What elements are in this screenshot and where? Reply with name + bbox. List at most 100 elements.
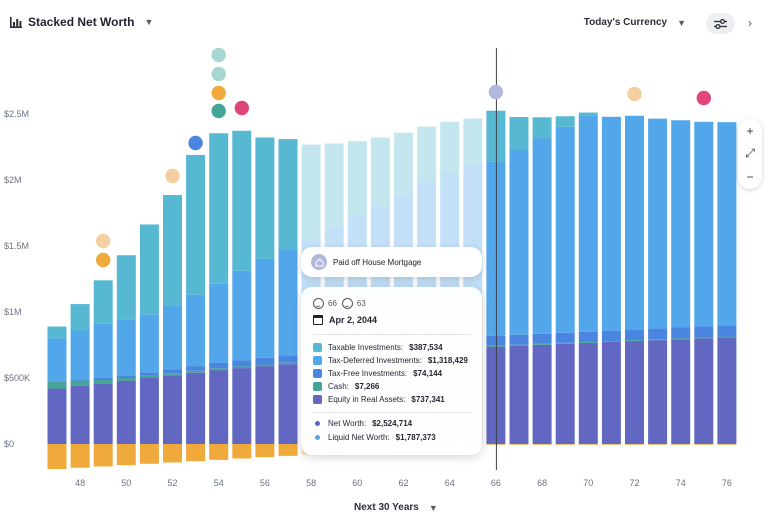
event-card[interactable]: Paid off House Mortgage <box>301 247 482 277</box>
bar-segment-taxable <box>555 116 575 127</box>
legend-dot <box>315 421 320 426</box>
bar-segment-equity <box>625 341 644 444</box>
bar-segment-taxfree <box>70 379 90 381</box>
bar-segment-equity <box>578 342 598 444</box>
bar-segment-taxable <box>440 121 460 174</box>
age-spouse-value: 63 <box>356 299 366 308</box>
milestone-icon <box>211 85 226 101</box>
house-icon <box>311 254 327 270</box>
chart-tooltip: 66 63 Apr 2, 2044 Taxable Investments: $3… <box>301 287 482 455</box>
zoom-fit-button[interactable]: ⤢ <box>745 146 755 160</box>
bar-segment-equity <box>509 345 529 444</box>
bar-segment-debt <box>671 444 691 445</box>
x-tick-label: 76 <box>722 478 732 488</box>
bar-segment-taxable <box>116 255 136 320</box>
bar-segment-debt <box>116 444 136 466</box>
bar-segment-debt <box>47 444 67 470</box>
bar-segment-taxdeferred <box>116 319 136 376</box>
bar-segment-debt <box>209 444 229 460</box>
bar-segment-debt <box>186 444 206 462</box>
divider <box>313 412 471 413</box>
filter-button[interactable] <box>706 13 735 34</box>
age-primary-value: 66 <box>328 299 337 308</box>
bar-segment-debt <box>278 444 298 456</box>
chart-type-selector[interactable]: Stacked Net Worth ▼ <box>10 15 153 29</box>
currency-selector[interactable]: Today's Currency ▼ <box>584 17 686 28</box>
bar-segment-taxfree <box>601 330 621 342</box>
bar-chart-icon <box>10 16 22 28</box>
milestone-icon <box>211 47 226 63</box>
milestone-icon <box>96 233 111 249</box>
bar-segment-taxdeferred <box>509 150 529 335</box>
calendar-icon <box>313 315 323 325</box>
bar-segment-taxable <box>47 326 67 339</box>
bar-segment-cash <box>139 375 159 378</box>
bar-segment-taxable <box>532 117 552 139</box>
zoom-out-button[interactable]: − <box>746 169 754 184</box>
bar-segment-taxable <box>255 137 275 259</box>
bar-segment-equity <box>694 338 714 444</box>
x-tick-label: 72 <box>629 478 639 488</box>
bar-segment-taxdeferred <box>139 314 159 373</box>
bar-segment-cash <box>694 337 714 339</box>
bar-segment-taxable <box>509 117 529 151</box>
bar-segment-taxfree <box>578 331 598 342</box>
person-icon <box>341 298 353 309</box>
zoom-in-button[interactable]: + <box>746 123 754 138</box>
bar-segment-taxfree <box>139 372 159 376</box>
bar-segment-equity <box>47 388 67 444</box>
age-spouse: 63 <box>341 298 366 309</box>
bar-segment-taxfree <box>694 326 714 338</box>
y-tick-label: $1.5M <box>4 241 29 251</box>
tooltip-liquid-net-worth: Liquid Net Worth: $1,787,373 <box>313 433 436 442</box>
milestone-icon <box>211 103 226 119</box>
bar-segment-debt <box>509 444 529 445</box>
x-tick-label: 58 <box>306 478 316 488</box>
house-icon <box>488 84 504 100</box>
bar-segment-debt <box>694 444 714 445</box>
bar-segment-equity <box>93 383 113 444</box>
tooltip-net-worth: Net Worth: $2,524,714 <box>313 419 412 428</box>
x-tick-label: 54 <box>214 478 224 488</box>
bar-segment-cash <box>209 368 229 371</box>
legend-dot <box>315 435 320 440</box>
bar-segment-taxable <box>163 195 182 306</box>
bar-segment-taxfree <box>509 334 529 345</box>
bar-segment-debt <box>139 444 159 464</box>
time-range-selector[interactable]: Next 30 Years ▼ <box>354 502 438 513</box>
tooltip-row-equity: Equity in Real Assets: $737,341 <box>313 395 445 404</box>
row-label: Taxable Investments: <box>328 343 404 352</box>
bar-segment-cash <box>717 336 737 338</box>
y-tick-label: $500K <box>4 373 30 383</box>
event-label: Paid off House Mortgage <box>333 257 422 267</box>
bar-segment-taxfree <box>209 362 229 369</box>
bar-segment-taxable <box>232 130 252 271</box>
bar-segment-debt <box>717 444 737 445</box>
bar-segment-taxfree <box>555 332 575 343</box>
bar-segment-taxdeferred <box>671 120 691 328</box>
row-value: $2,524,714 <box>372 419 413 428</box>
bar-segment-equity <box>278 364 298 444</box>
bar-segment-equity <box>70 385 90 444</box>
bar-segment-debt <box>232 444 252 459</box>
row-label: Cash: <box>328 382 349 391</box>
bar-segment-taxable <box>278 139 298 250</box>
y-tick-label: $1M <box>4 307 22 317</box>
bar-segment-debt <box>555 444 575 445</box>
chevron-right-icon[interactable]: › <box>748 16 752 30</box>
bar-segment-taxable <box>186 154 206 295</box>
bar-segment-cash <box>509 344 529 346</box>
bar-segment-taxable <box>463 118 483 166</box>
milestone-icon <box>627 86 642 102</box>
legend-swatch <box>313 395 322 404</box>
tooltip-row-taxfree: Tax-Free Investments: $74,144 <box>313 369 442 378</box>
bar-segment-taxable <box>70 304 90 331</box>
bar-segment-taxfree <box>47 380 67 382</box>
legend-swatch <box>313 382 322 391</box>
flag-icon <box>188 135 203 151</box>
bar-segment-taxdeferred <box>163 305 182 370</box>
tooltip-row-taxable: Taxable Investments: $387,534 <box>313 343 443 352</box>
bar-segment-taxdeferred <box>648 118 668 329</box>
bar-segment-taxdeferred <box>70 330 90 380</box>
bar-segment-cash <box>671 338 691 340</box>
